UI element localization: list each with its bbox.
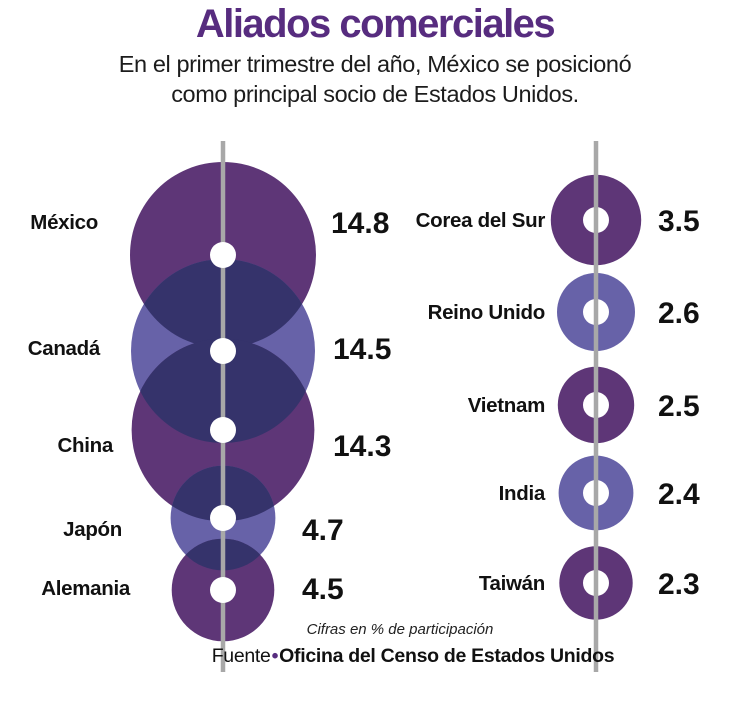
source-prefix: Fuente xyxy=(211,645,271,667)
units-note: Cifras en % de participación xyxy=(306,621,494,638)
center-dot-canada xyxy=(210,338,236,364)
center-dot-alemania xyxy=(210,577,236,603)
label-india: India xyxy=(499,482,546,505)
center-dot-japon xyxy=(210,505,236,531)
label-china: China xyxy=(58,434,114,457)
label-taiwan: Taiwán xyxy=(479,572,545,595)
value-corea-del-sur: 3.5 xyxy=(658,205,700,238)
bubble-overlap-mexico-canada xyxy=(131,259,315,348)
value-china: 14.3 xyxy=(333,430,391,463)
label-japon: Japón xyxy=(63,518,122,541)
value-taiwan: 2.3 xyxy=(658,568,700,601)
center-dot-mexico xyxy=(210,242,236,268)
value-india: 2.4 xyxy=(658,478,700,511)
value-vietnam: 2.5 xyxy=(658,390,700,423)
label-reino-unido: Reino Unido xyxy=(428,301,545,324)
label-vietnam: Vietnam xyxy=(468,394,545,417)
subtitle-line-1: En el primer trimestre del año, México s… xyxy=(118,51,632,77)
source-line: Fuente•Oficina del Censo de Estados Unid… xyxy=(163,645,663,668)
value-mexico: 14.8 xyxy=(331,207,389,240)
value-japon: 4.7 xyxy=(302,514,344,547)
source-bullet-icon: • xyxy=(271,645,279,667)
subtitle-line-2: como principal socio de Estados Unidos. xyxy=(171,81,579,107)
value-canada: 14.5 xyxy=(333,333,391,366)
page-title: Aliados comerciales xyxy=(195,2,556,46)
label-canada: Canadá xyxy=(28,337,101,360)
label-alemania: Alemania xyxy=(41,577,131,600)
label-corea-del-sur: Corea del Sur xyxy=(416,209,546,232)
label-mexico: México xyxy=(30,211,98,234)
center-dot-china xyxy=(210,417,236,443)
value-reino-unido: 2.6 xyxy=(658,297,700,330)
source-name: Oficina del Censo de Estados Unidos xyxy=(279,645,615,667)
value-alemania: 4.5 xyxy=(302,573,344,606)
